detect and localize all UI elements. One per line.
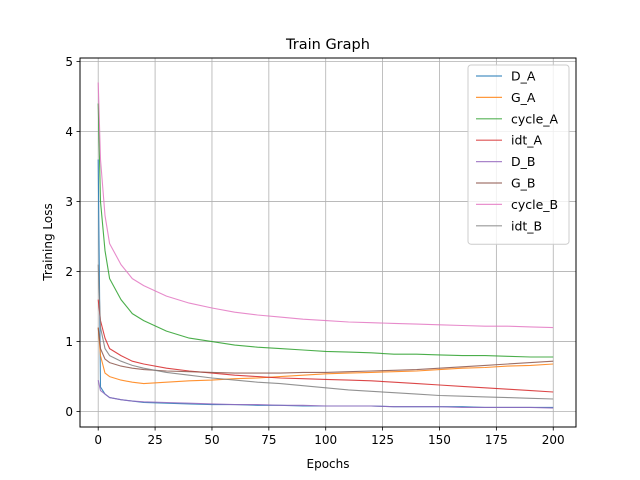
x-tick-label: 125 xyxy=(371,433,394,447)
legend-label-d-a: D_A xyxy=(511,69,536,84)
legend-label-idt-a: idt_A xyxy=(511,133,543,148)
chart-title: Train Graph xyxy=(285,37,370,53)
series-line-g-b xyxy=(97,327,554,374)
legend-label-idt-b: idt_B xyxy=(511,218,542,233)
legend-label-g-a: G_A xyxy=(511,90,536,105)
tick-layer: 0 25 50 75 100 125 150 175 200 0 1 2 3 4 5 xyxy=(65,55,564,447)
series-line-cycle-b xyxy=(97,82,554,329)
y-tick-label: 4 xyxy=(65,125,73,139)
x-tick-label: 75 xyxy=(261,433,276,447)
y-axis-label: Training Loss xyxy=(41,203,55,281)
x-axis-label: Epochs xyxy=(307,457,350,471)
series-layer xyxy=(97,82,554,409)
y-tick-label: 1 xyxy=(65,335,73,349)
x-tick-label: 25 xyxy=(147,433,162,447)
legend-label-d-b: D_B xyxy=(511,154,535,169)
y-tick-label: 0 xyxy=(65,405,73,419)
x-tick-label: 50 xyxy=(204,433,219,447)
y-tick-label: 3 xyxy=(65,195,73,209)
series-line-idt-a xyxy=(97,299,554,393)
y-tick-label: 5 xyxy=(65,55,73,69)
x-tick-label: 0 xyxy=(94,433,102,447)
plot-frame xyxy=(79,57,577,428)
x-tick-label: 100 xyxy=(314,433,337,447)
series-line-idt-b xyxy=(97,264,554,400)
x-tick-label: 150 xyxy=(428,433,451,447)
x-tick-label: 200 xyxy=(542,433,565,447)
series-line-cycle-a xyxy=(97,103,554,358)
legend-label-cycle-b: cycle_B xyxy=(511,197,558,212)
legend-label-cycle-a: cycle_A xyxy=(511,111,559,126)
series-line-g-a xyxy=(97,327,554,385)
legend-label-g-b: G_B xyxy=(511,176,536,191)
y-tick-label: 2 xyxy=(65,265,73,279)
legend: D_A G_A cycle_A idt_A D_B G_B cycle_B idt_B xyxy=(467,64,570,245)
x-tick-label: 175 xyxy=(485,433,508,447)
legend-box xyxy=(467,64,570,245)
series-line-d-b xyxy=(97,379,554,409)
